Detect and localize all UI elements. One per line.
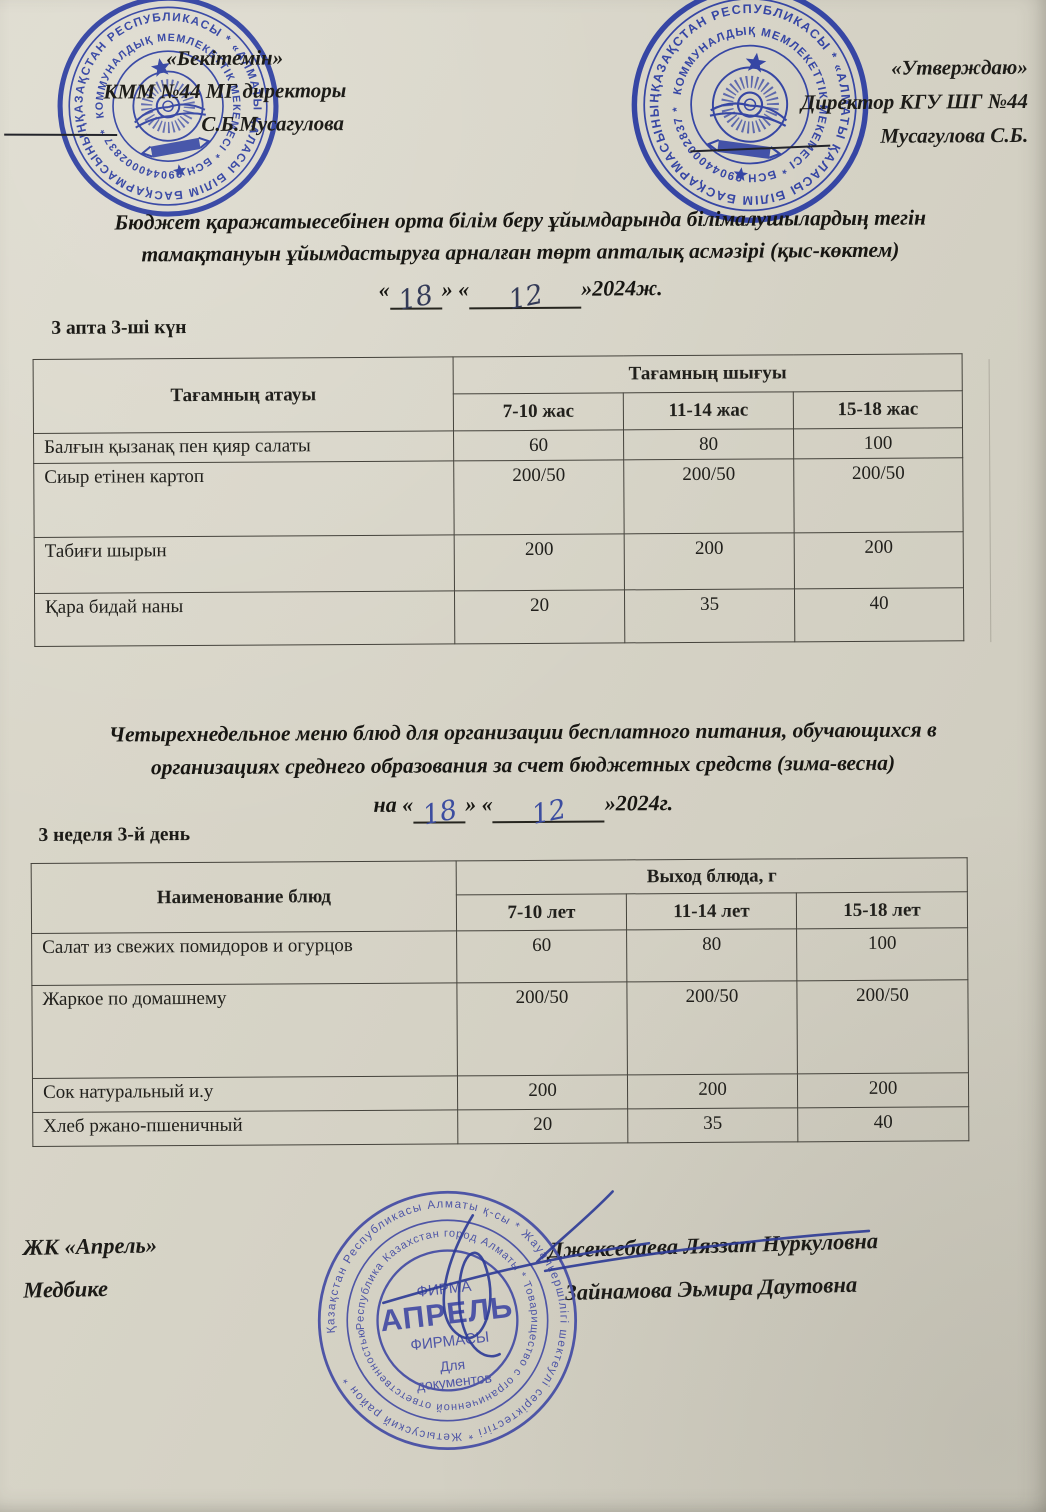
approval-block-kk: «Бекітемін» КММ №44 МГ директоры С.Б.Мус… — [26, 41, 425, 142]
dish-name: Хлеб ржано-пшеничный — [32, 1109, 458, 1147]
dish-value: 200 — [627, 1073, 798, 1109]
quote-open: « — [378, 276, 390, 302]
approval-ru-position: Директор КГУ ШГ №44 — [800, 88, 1029, 115]
dish-name: Сиыр етінен картоп — [33, 460, 455, 538]
title-ru-line2: организациях среднего образования за сче… — [150, 750, 896, 780]
section-label-kk: 3 апта 3-ші күн — [51, 317, 187, 339]
col-header-age2: 11-14 лет — [626, 892, 797, 930]
menu-table-kk: Тағамның атауы Тағамның шығуы 7-10 жас 1… — [33, 353, 965, 647]
col-header-age3: 15-18 жас — [793, 390, 963, 429]
dish-value: 60 — [453, 429, 624, 461]
col-header-age1: 7-10 лет — [456, 893, 627, 931]
date-day-blank: 18 — [389, 279, 442, 317]
dish-value: 20 — [457, 1108, 628, 1144]
table-row: Қара бидай наны 20 35 40 — [34, 587, 964, 647]
handwritten-month: 12 — [529, 793, 570, 831]
dish-value: 200 — [624, 532, 795, 590]
dish-name: Қара бидай наны — [34, 590, 455, 647]
date-line-kk: «18» « 12 »2024ж. — [53, 270, 988, 317]
dish-name: Балғын қызанақ пен қияр салаты — [33, 430, 454, 464]
handwritten-day: 18 — [396, 279, 437, 317]
date-month-blank: 12 — [469, 278, 582, 317]
footer-role: Медбике — [22, 1275, 109, 1303]
handwritten-month: 12 — [505, 278, 546, 317]
dish-value: 200/50 — [793, 457, 964, 533]
date-day-blank: 18 — [413, 794, 466, 832]
menu-table-ru: Наименование блюд Выход блюда, г 7-10 ле… — [31, 857, 970, 1147]
table-row: Сиыр етінен картоп 200/50 200/50 200/50 — [33, 457, 964, 538]
col-header-output: Выход блюда, г — [456, 857, 968, 895]
dish-value: 200 — [797, 1072, 969, 1108]
document-title-ru: Четырехнедельное меню блюд для организац… — [52, 713, 995, 832]
section-label-ru: 3 неделя 3-й день — [38, 824, 191, 846]
table-row: Жаркое по домашнему 200/50 200/50 200/50 — [31, 979, 969, 1079]
dish-value: 60 — [456, 929, 627, 983]
dish-value: 35 — [624, 588, 795, 643]
date-month-blank: 12 — [492, 793, 605, 831]
date-year: »2024ж. — [581, 275, 663, 301]
dish-value: 80 — [626, 928, 797, 982]
dish-value: 200/50 — [796, 979, 969, 1074]
dish-value: 40 — [797, 1106, 969, 1142]
approval-kk-name: С.Б.Мусагулова — [201, 111, 345, 136]
dish-name: Салат из свежих помидоров и огурцов — [31, 930, 457, 986]
handwritten-day: 18 — [419, 794, 460, 832]
approval-block-ru: «Утверждаю» Директор КГУ ШГ №44 Мусагуло… — [604, 50, 1035, 155]
dish-name: Табиғи шырын — [34, 534, 455, 594]
table-ru-header-row1: Наименование блюд Выход блюда, г — [31, 857, 968, 934]
footer-name-2: Зайнамова Эьмира Даутовна — [564, 1271, 858, 1306]
dish-value: 20 — [454, 589, 625, 644]
col-header-dish-name: Тағамның атауы — [33, 356, 454, 434]
title-kk-line2: тамақтануын ұйымдастыруға арналған төрт … — [141, 237, 900, 267]
approval-ru-word: «Утверждаю» — [891, 54, 1028, 80]
dish-name: Жаркое по домашнему — [31, 982, 458, 1079]
dish-value: 200 — [457, 1074, 628, 1110]
dish-name: Сок натуральный и.у — [32, 1075, 458, 1113]
date-line-ru: на «18» « 12 »2024г. — [52, 784, 994, 832]
quote-mid: » « — [441, 276, 470, 302]
table-kk-header-row1: Тағамның атауы Тағамның шығуы — [33, 353, 963, 434]
dish-value: 200/50 — [456, 981, 628, 1076]
date-prefix: на « — [373, 791, 414, 817]
dish-value: 200/50 — [453, 459, 625, 535]
col-header-age1: 7-10 жас — [453, 392, 624, 431]
scan-artifact-line — [988, 359, 992, 643]
date-year: »2024г. — [604, 790, 674, 816]
table-row: Табиғи шырын 200 200 200 — [34, 531, 964, 594]
dish-value: 100 — [793, 427, 963, 459]
dish-value: 200/50 — [623, 458, 795, 534]
dish-value: 40 — [794, 587, 964, 642]
dish-value: 200 — [794, 531, 964, 589]
table-row: Салат из свежих помидоров и огурцов 60 8… — [31, 927, 968, 986]
dish-value: 200/50 — [626, 980, 798, 1075]
footer-organization: ЖК «Апрель» — [22, 1232, 158, 1260]
dish-value: 100 — [796, 927, 968, 981]
document-title-kk: Бюджет қаражатыесебінен орта білім беру … — [53, 201, 989, 317]
col-header-output: Тағамның шығуы — [453, 353, 963, 394]
firm-april-stamp — [299, 1172, 591, 1465]
approval-kk-position: КММ №44 МГ директоры — [103, 78, 347, 104]
col-header-dish-name: Наименование блюд — [31, 860, 457, 934]
dish-value: 80 — [623, 428, 794, 460]
table-row: Хлеб ржано-пшеничный 20 35 40 — [32, 1106, 969, 1147]
approval-ru-name: Мусагулова С.Б. — [880, 122, 1029, 148]
approval-kk-word: «Бекітемін» — [166, 45, 284, 71]
dish-value: 200 — [454, 533, 625, 591]
table-row: Сок натуральный и.у 200 200 200 — [32, 1072, 969, 1113]
footer-name-1: Джексебаева Ляззат Нуркуловна — [547, 1228, 879, 1263]
quote-mid: » « — [465, 791, 493, 817]
signature-line-left — [4, 133, 118, 137]
dish-value: 35 — [627, 1107, 798, 1143]
col-header-age2: 11-14 жас — [623, 391, 794, 430]
col-header-age3: 15-18 лет — [796, 891, 968, 929]
